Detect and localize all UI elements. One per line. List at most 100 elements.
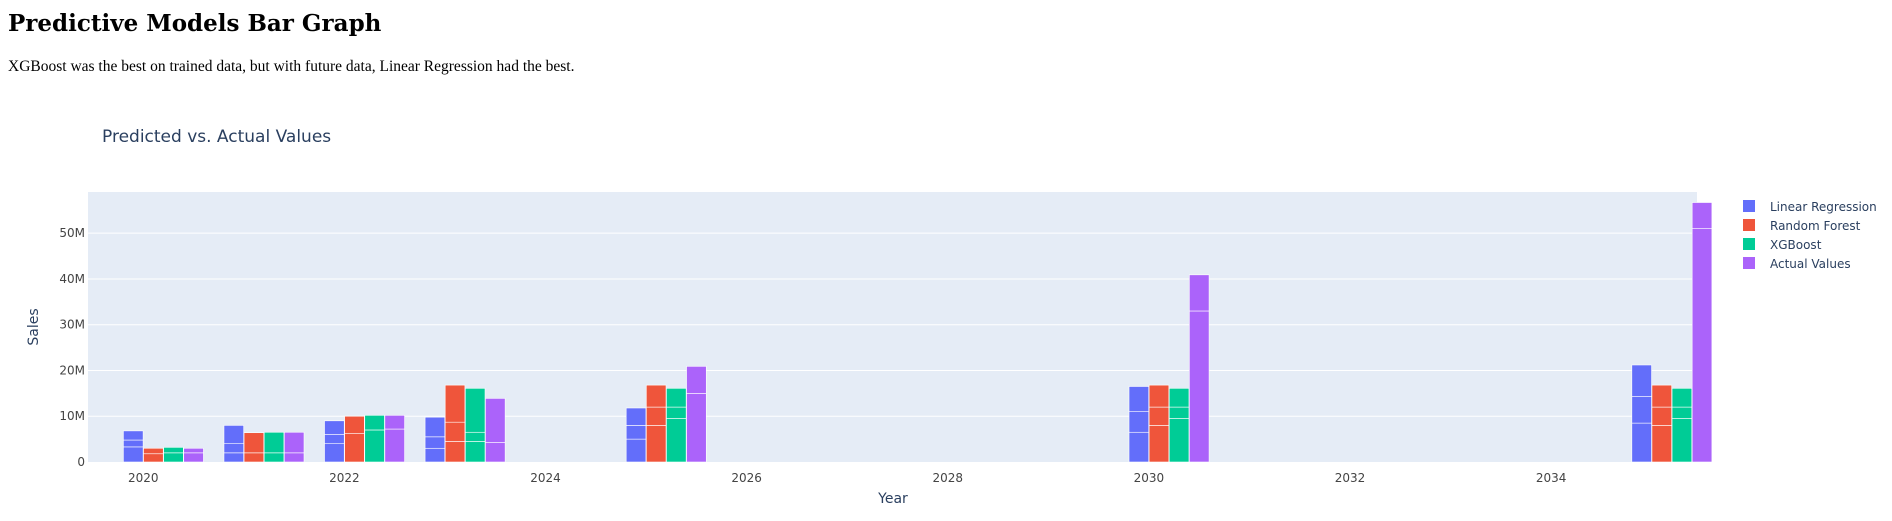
bar-segment[interactable] (1651, 425, 1672, 463)
bar-segment[interactable] (1189, 310, 1210, 463)
y-tick-label: 30M (59, 318, 85, 332)
bar-segment[interactable] (364, 415, 385, 431)
bar-segment[interactable] (123, 446, 144, 463)
bar-segment[interactable] (1631, 422, 1652, 463)
bar-segment[interactable] (243, 452, 265, 463)
bar-segment[interactable] (283, 431, 305, 454)
legend-swatch[interactable] (1743, 238, 1755, 250)
bar-segment[interactable] (1148, 425, 1170, 463)
bar-segment[interactable] (1691, 202, 1713, 229)
bar-segment[interactable] (1148, 384, 1170, 408)
legend-swatch[interactable] (1743, 219, 1755, 231)
bar-segment[interactable] (1189, 274, 1210, 312)
bar-segment[interactable] (143, 453, 164, 463)
bar-segment[interactable] (1128, 386, 1150, 412)
bar-segment[interactable] (1168, 418, 1190, 463)
x-tick-label: 2034 (1536, 471, 1567, 485)
bar-segment[interactable] (1651, 384, 1672, 408)
bar-segment[interactable] (1128, 431, 1150, 463)
bar-segment[interactable] (263, 431, 285, 454)
bar-segment[interactable] (1671, 388, 1693, 408)
x-tick-label: 2028 (933, 471, 964, 485)
bar-segment[interactable] (263, 452, 285, 463)
legend-label[interactable]: Actual Values (1770, 257, 1851, 271)
y-tick-label: 10M (59, 409, 85, 423)
bar-segment[interactable] (1148, 406, 1170, 426)
legend-label[interactable]: Random Forest (1770, 219, 1861, 233)
bar-segment[interactable] (424, 436, 446, 449)
bar-segment[interactable] (223, 443, 244, 454)
legend-swatch[interactable] (1743, 257, 1755, 269)
bar-segment[interactable] (465, 441, 486, 463)
bar-segment[interactable] (283, 452, 305, 463)
bar-segment[interactable] (1671, 406, 1693, 419)
x-tick-label: 2024 (530, 471, 561, 485)
bar-segment[interactable] (485, 442, 506, 463)
bar-segment[interactable] (625, 438, 647, 463)
bars (123, 202, 1713, 463)
bar-segment[interactable] (666, 418, 687, 463)
bar-segment[interactable] (465, 388, 486, 433)
x-tick-label: 2032 (1335, 471, 1366, 485)
bar-segment[interactable] (424, 416, 446, 438)
chart-title: Predicted vs. Actual Values (102, 127, 331, 147)
bar-segment[interactable] (666, 388, 687, 408)
bar-segment[interactable] (384, 428, 405, 463)
bar-segment[interactable] (163, 447, 184, 454)
y-tick-label: 20M (59, 363, 85, 377)
bar-segment[interactable] (364, 429, 385, 463)
bar-segment[interactable] (1631, 396, 1652, 424)
bar-segment[interactable] (485, 398, 506, 443)
bar-segment[interactable] (666, 406, 687, 419)
bar-segment[interactable] (646, 384, 667, 408)
page-title: Predictive Models Bar Graph (8, 10, 382, 37)
y-axis-label: Sales (26, 308, 42, 345)
x-tick-label: 2022 (329, 471, 360, 485)
bar-segment[interactable] (444, 384, 466, 423)
bar-segment[interactable] (646, 406, 667, 426)
bar-segment[interactable] (646, 425, 667, 463)
bar-segment[interactable] (384, 415, 405, 430)
bar-segment[interactable] (625, 407, 647, 426)
bar-segment[interactable] (344, 433, 365, 463)
bar-segment[interactable] (686, 366, 707, 394)
bar-segment[interactable] (344, 415, 365, 434)
legend: Linear Regression Random Forest XGBoost Act… (1743, 200, 1877, 271)
bar-segment[interactable] (686, 393, 707, 463)
legend-swatch[interactable] (1743, 200, 1755, 212)
y-tick-label: 0 (77, 455, 85, 469)
bar-segment[interactable] (1128, 411, 1150, 433)
bar-segment[interactable] (123, 439, 144, 448)
x-tick-label: 2030 (1134, 471, 1165, 485)
bar-segment[interactable] (444, 421, 466, 442)
bar-segment[interactable] (123, 430, 144, 441)
bar-segment[interactable] (183, 447, 204, 454)
bar-segment[interactable] (1651, 406, 1672, 426)
bar-segment[interactable] (243, 432, 265, 454)
legend-label[interactable]: XGBoost (1770, 238, 1822, 252)
page-description: XGBoost was the best on trained data, bu… (8, 58, 575, 75)
bar-segment[interactable] (223, 452, 244, 463)
bar-segment[interactable] (625, 425, 647, 440)
bar-segment[interactable] (163, 452, 184, 463)
y-axis-ticks: 0 10M 20M 30M 40M 50M (59, 226, 85, 469)
bar-segment[interactable] (444, 441, 466, 463)
bar-segment[interactable] (324, 420, 345, 435)
bar-segment[interactable] (1168, 406, 1190, 419)
bar-segment[interactable] (324, 434, 345, 444)
x-tick-label: 2026 (731, 471, 762, 485)
legend-label[interactable]: Linear Regression (1770, 200, 1877, 214)
grid-lines (88, 232, 1697, 417)
bar-segment[interactable] (465, 431, 486, 442)
bar-segment[interactable] (1631, 364, 1652, 397)
bar-segment[interactable] (424, 447, 446, 463)
bar-segment[interactable] (183, 452, 204, 463)
bar-segment[interactable] (1671, 418, 1693, 463)
y-tick-label: 40M (59, 272, 85, 286)
bar-segment[interactable] (1691, 228, 1713, 463)
bar-segment[interactable] (223, 425, 244, 444)
bar-segment[interactable] (324, 443, 345, 463)
bar-segment[interactable] (143, 447, 164, 455)
bar-segment[interactable] (1168, 388, 1190, 408)
